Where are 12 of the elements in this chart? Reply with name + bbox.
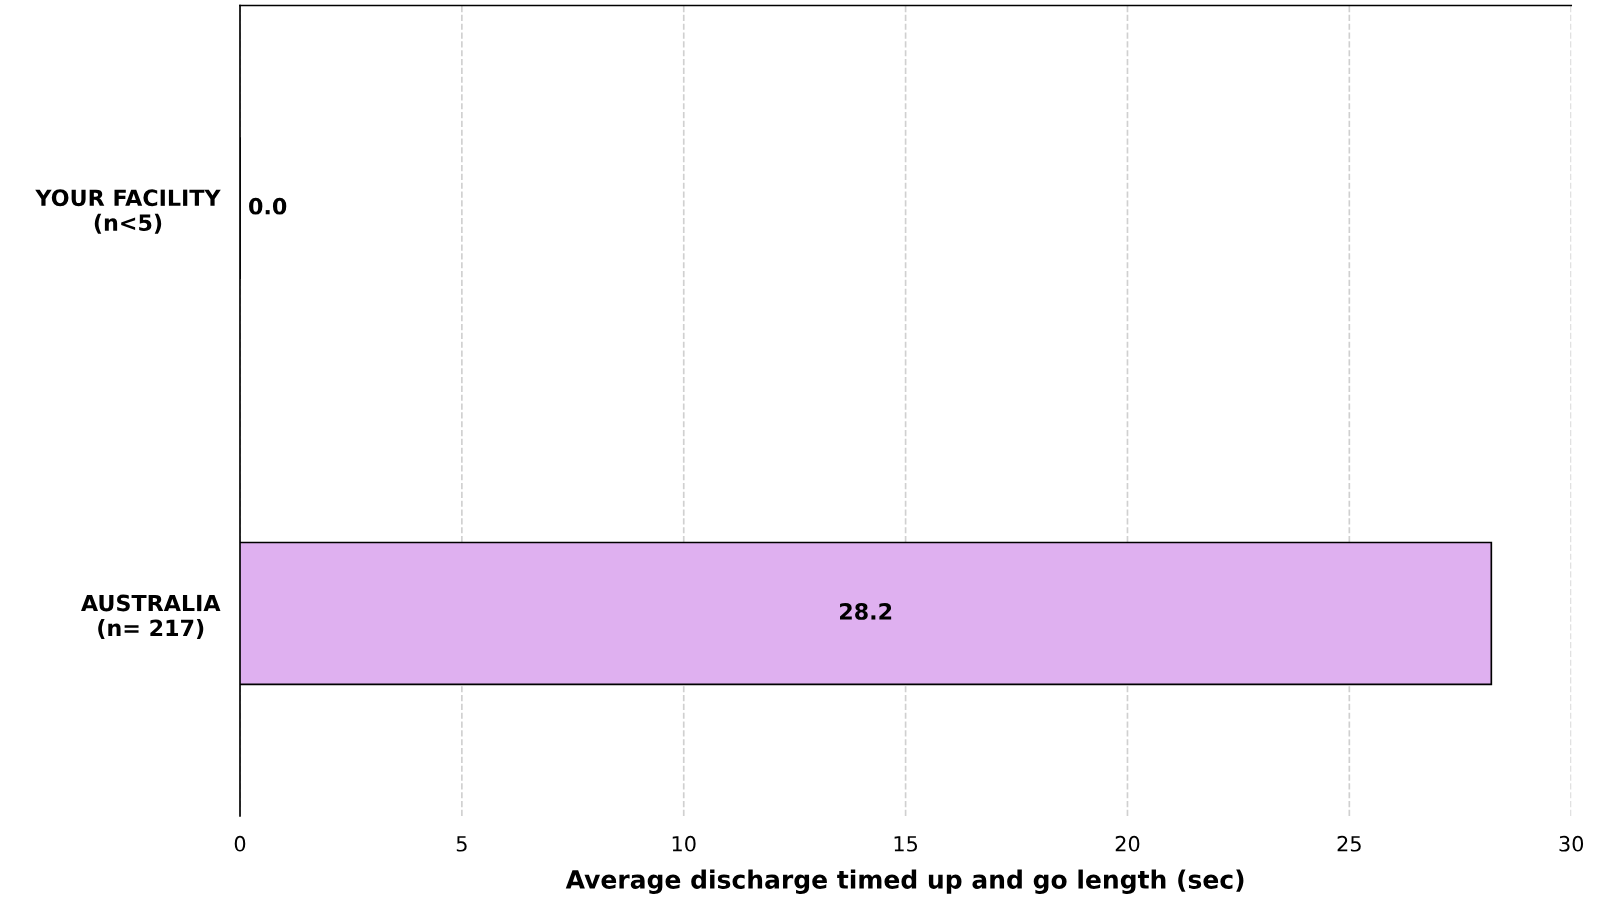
x-tick-label: 15 [894,836,918,852]
x-tick-label: 20 [1115,835,1140,852]
x-tick-label: 0 [234,835,246,852]
x-tick-label: 25 [1337,835,1361,852]
x-tick-label: 5 [456,836,467,852]
y-tick-label: YOUR FACILITY (n<5) [35,189,221,234]
y-tick-label: AUSTRALIA (n= 217) [81,594,221,639]
x-tick-label: 30 [1559,835,1584,852]
data-label: 28.2 [840,603,892,620]
x-tick-label: 10 [672,835,696,852]
data-label: 0.0 [249,197,287,215]
x-axis-title: Average discharge timed up and go length (sec) [565,869,1244,894]
